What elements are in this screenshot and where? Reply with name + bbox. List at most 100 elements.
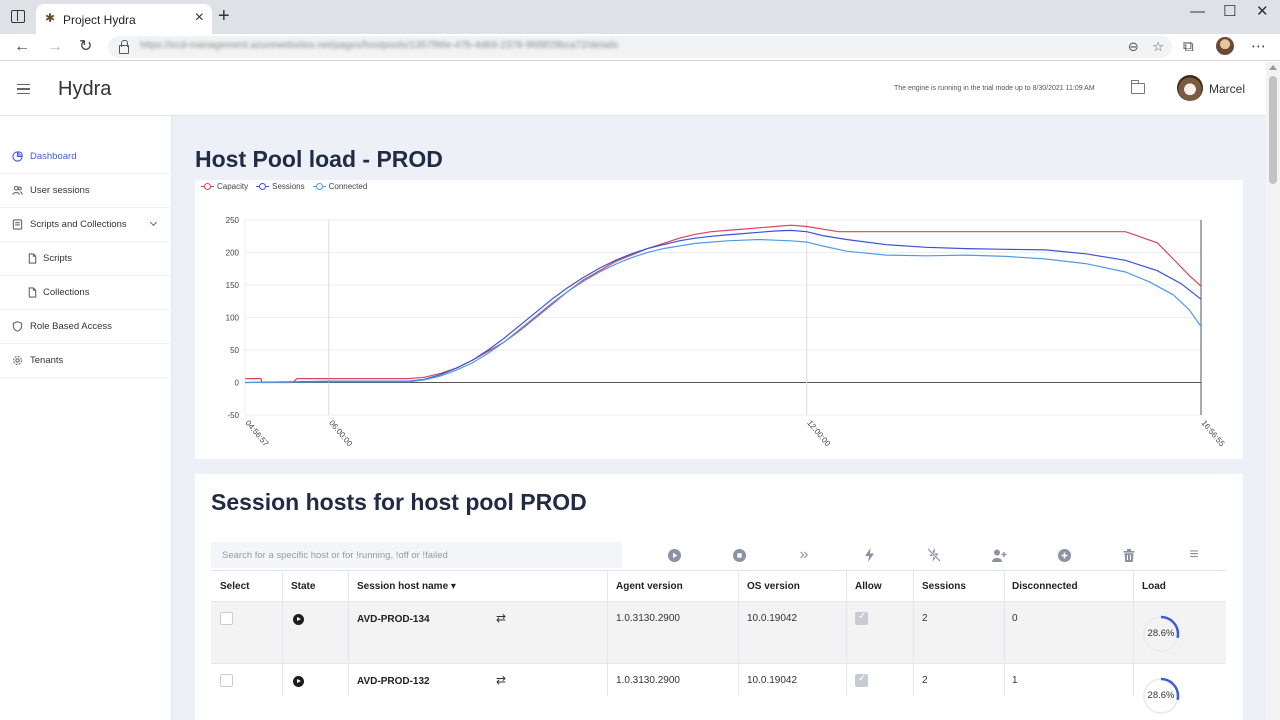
zoom-icon[interactable]: ⊖ <box>1127 39 1139 54</box>
sidebar-item-label: User sessions <box>30 185 90 196</box>
x-tick-label: 06:00:00 <box>327 419 354 449</box>
column-select[interactable]: Select <box>220 581 250 592</box>
load-gauge: 28.6% <box>1141 676 1181 716</box>
stop-icon[interactable] <box>731 547 747 563</box>
host-name[interactable]: AVD-PROD-132 <box>357 676 430 687</box>
os-version: 10.0.19042 <box>747 675 798 686</box>
trial-notice: The engine is running in the trial mode … <box>894 85 1095 92</box>
host-name[interactable]: AVD-PROD-134 <box>357 614 430 625</box>
address-bar: ← → ↻ https://ecd-management.azurewebsit… <box>0 34 1280 61</box>
load-gauge-fill <box>1142 615 1180 653</box>
column-os-version[interactable]: OS version <box>747 581 800 592</box>
disconnected-count: 1 <box>1012 675 1018 686</box>
y-tick-label: 0 <box>235 379 240 388</box>
column-sessions[interactable]: Sessions <box>922 581 966 592</box>
sidebar-item-collections[interactable]: Collections <box>0 276 170 310</box>
host-pool-load-chart: -50 0 50 100 150 200 250 04:56:57 06:00:00 12:00:… <box>195 180 1243 459</box>
forward-icon[interactable]: → <box>47 38 63 55</box>
drain-mode-icon[interactable]: ⇄ <box>496 611 507 625</box>
close-tab-icon[interactable]: × <box>194 9 204 26</box>
host-search-input[interactable] <box>211 542 622 568</box>
column-allow[interactable]: Allow <box>855 581 882 592</box>
sessions-count: 2 <box>922 675 928 686</box>
x-tick-label: 04:56:57 <box>243 419 270 449</box>
chevron-down-icon[interactable] <box>149 218 158 227</box>
favorite-icon[interactable]: ☆ <box>1152 39 1164 54</box>
row-select-checkbox[interactable] <box>220 612 233 625</box>
sidebar-item-label: Dashboard <box>30 151 77 162</box>
agent-version: 1.0.3130.2900 <box>616 675 680 686</box>
new-tab-icon[interactable]: + <box>218 5 230 27</box>
legend-label-sessions: Sessions <box>272 182 305 191</box>
load-gauge-fill <box>1142 677 1180 715</box>
url-field[interactable]: https://ecd-management.azurewebsites.net… <box>108 36 1172 58</box>
user-avatar[interactable] <box>1177 75 1203 101</box>
scrollbar-thumb[interactable] <box>1269 76 1277 184</box>
x-tick-label: 16:56:55 <box>1199 419 1226 449</box>
browser-tab[interactable]: ✱ Project Hydra × <box>36 4 212 34</box>
allow-checkbox[interactable] <box>855 611 868 625</box>
start-icon[interactable] <box>666 547 682 563</box>
add-user-icon[interactable] <box>991 547 1007 563</box>
row-select-checkbox[interactable] <box>220 674 233 687</box>
session-hosts-card: Session hosts for host pool PROD » ≡ Sel… <box>195 474 1243 720</box>
more-options-icon[interactable]: ⋯ <box>1251 38 1266 55</box>
user-name[interactable]: Marcel <box>1209 82 1246 96</box>
legend-item-capacity[interactable]: Capacity <box>201 182 248 191</box>
column-state[interactable]: State <box>291 581 316 592</box>
file-icon <box>28 287 37 298</box>
menu-icon[interactable]: ≡ <box>1189 546 1199 563</box>
sidebar-item-dashboard[interactable]: Dashboard <box>0 140 170 174</box>
page-scrollbar[interactable] <box>1266 62 1280 720</box>
lock-icon <box>118 40 129 54</box>
legend-item-connected[interactable]: Connected <box>312 182 367 191</box>
add-host-icon[interactable] <box>1056 547 1072 563</box>
scroll-up-icon[interactable] <box>1269 65 1277 70</box>
lightning-icon[interactable] <box>861 547 877 563</box>
fast-forward-icon[interactable]: » <box>799 546 809 563</box>
sidebar-item-label: Tenants <box>30 355 64 366</box>
tab-actions-icon[interactable] <box>11 10 25 23</box>
sidebar-item-label: Scripts <box>43 253 73 264</box>
file-icon <box>28 253 37 264</box>
back-icon[interactable]: ← <box>14 38 30 55</box>
y-tick-label: 250 <box>226 216 240 225</box>
collections-icon[interactable]: ⧉ <box>1183 38 1194 55</box>
hamburger-menu-icon[interactable] <box>17 84 30 94</box>
table-row[interactable]: AVD-PROD-134 ⇄ 1.0.3130.2900 10.0.19042 … <box>211 602 1226 664</box>
lightning-off-icon[interactable] <box>926 547 942 563</box>
column-load[interactable]: Load <box>1142 581 1166 592</box>
chart-legend: Capacity Sessions Connected <box>201 182 367 191</box>
folder-icon[interactable] <box>1130 80 1145 94</box>
y-tick-label: 100 <box>226 314 240 323</box>
minimize-icon[interactable]: — <box>1190 3 1205 20</box>
column-session-host-name[interactable]: Session host name ▾ <box>357 581 456 592</box>
sidebar-item-tenants[interactable]: Tenants <box>0 344 170 378</box>
close-window-icon[interactable]: ✕ <box>1256 3 1269 20</box>
delete-icon[interactable] <box>1121 547 1137 563</box>
sidebar-item-role-based-access[interactable]: Role Based Access <box>0 310 170 344</box>
users-icon <box>12 185 23 195</box>
maximize-icon[interactable]: ☐ <box>1223 3 1237 20</box>
main-content: Host Pool load - PROD -50 0 50 100 150 200 250… <box>172 116 1266 720</box>
drain-mode-icon[interactable]: ⇄ <box>496 673 507 687</box>
running-state-icon <box>293 676 304 687</box>
table-row[interactable]: AVD-PROD-132 ⇄ 1.0.3130.2900 10.0.19042 … <box>211 664 1226 720</box>
reload-icon[interactable]: ↻ <box>79 38 93 55</box>
y-tick-label: 50 <box>230 346 239 355</box>
allow-checkbox[interactable] <box>855 673 868 687</box>
sidebar-item-scripts-and-collections[interactable]: Scripts and Collections <box>0 208 170 242</box>
chart-canvas: -50 0 50 100 150 200 250 04:56:57 06:00:00 12:00:… <box>226 216 1227 449</box>
load-value: 28.6% <box>1147 628 1175 639</box>
load-value: 28.6% <box>1147 690 1175 701</box>
column-agent-version[interactable]: Agent version <box>616 581 683 592</box>
profile-avatar[interactable] <box>1216 37 1234 55</box>
sidebar-item-user-sessions[interactable]: User sessions <box>0 174 170 208</box>
series-line-capacity <box>245 224 1202 384</box>
document-icon <box>12 219 23 230</box>
sidebar: Dashboard User sessions Scripts and Coll… <box>0 116 172 720</box>
y-tick-label: 200 <box>226 249 240 258</box>
legend-item-sessions[interactable]: Sessions <box>256 182 305 191</box>
column-disconnected[interactable]: Disconnected <box>1012 581 1078 592</box>
sidebar-item-scripts[interactable]: Scripts <box>0 242 170 276</box>
